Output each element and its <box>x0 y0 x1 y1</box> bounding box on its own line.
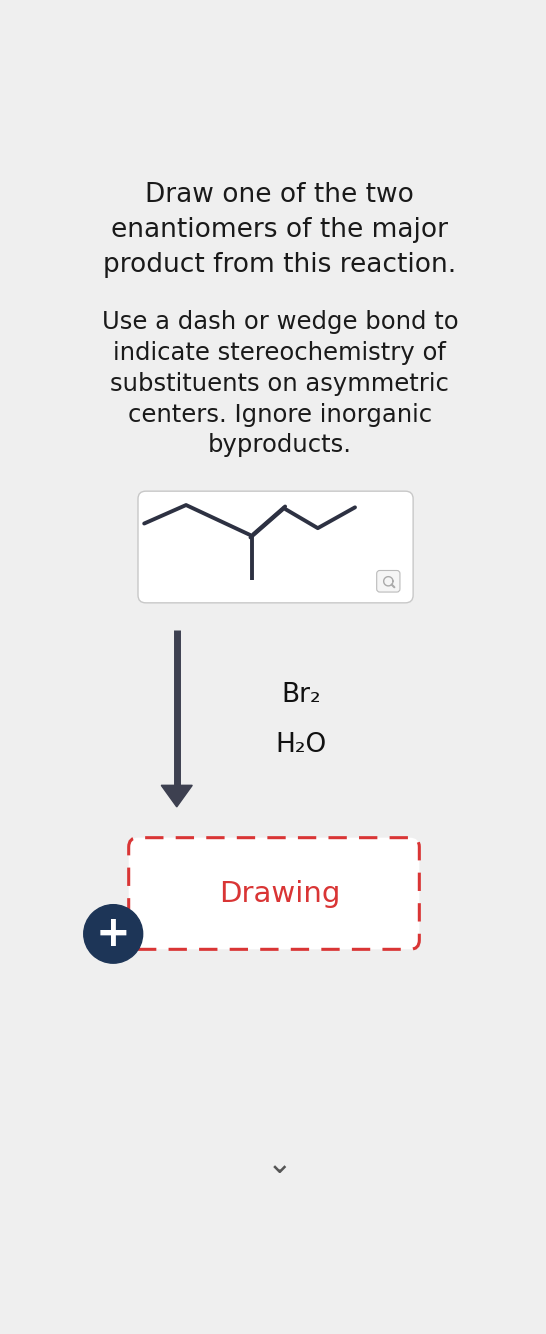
Text: centers. Ignore inorganic: centers. Ignore inorganic <box>128 403 432 427</box>
Text: +: + <box>96 912 130 955</box>
Text: Drawing: Drawing <box>219 879 341 907</box>
Text: indicate stereochemistry of: indicate stereochemistry of <box>114 342 446 366</box>
Text: Use a dash or wedge bond to: Use a dash or wedge bond to <box>102 311 458 335</box>
FancyBboxPatch shape <box>138 491 413 603</box>
Text: enantiomers of the major: enantiomers of the major <box>111 217 448 243</box>
FancyBboxPatch shape <box>129 838 419 950</box>
Text: Draw one of the two: Draw one of the two <box>145 181 414 208</box>
Text: byproducts.: byproducts. <box>208 434 352 458</box>
Text: ⌄: ⌄ <box>267 1150 293 1179</box>
Text: H₂O: H₂O <box>275 732 327 758</box>
FancyBboxPatch shape <box>377 571 400 592</box>
Text: substituents on asymmetric: substituents on asymmetric <box>110 372 449 396</box>
Polygon shape <box>161 786 192 807</box>
Text: Br₂: Br₂ <box>281 682 321 708</box>
Circle shape <box>84 904 143 963</box>
Text: product from this reaction.: product from this reaction. <box>103 252 456 279</box>
